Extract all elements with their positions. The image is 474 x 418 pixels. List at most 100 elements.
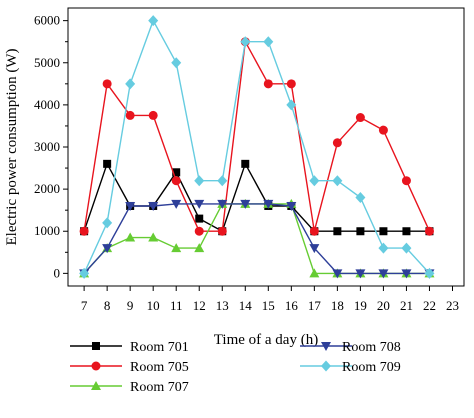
x-tick-label: 11 (170, 298, 183, 313)
data-point-room-709 (79, 267, 90, 279)
y-axis-title: Electric power consumption (W) (4, 48, 20, 245)
data-point-room-705 (309, 226, 319, 236)
legend-item-room-708: Room 708 (300, 340, 401, 355)
x-tick-label: 9 (127, 298, 134, 313)
data-point-room-705 (194, 226, 204, 236)
data-point-room-708 (171, 199, 182, 209)
data-point-room-705 (424, 226, 434, 236)
x-tick-label: 22 (423, 298, 436, 313)
x-tick-label: 7 (81, 298, 88, 313)
series-room-701 (80, 159, 434, 236)
legend-marker (91, 381, 101, 390)
data-point-room-701 (172, 168, 181, 177)
data-point-room-701 (195, 214, 204, 223)
data-point-room-701 (241, 159, 250, 168)
legend-label: Room 707 (130, 380, 189, 395)
data-point-room-709 (125, 78, 136, 90)
data-point-room-707 (309, 268, 320, 278)
data-point-room-709 (263, 36, 274, 48)
data-point-room-709 (355, 192, 366, 204)
plot-area (79, 15, 435, 279)
data-point-room-705 (355, 113, 365, 123)
legend: Room 701 Room 705 Room 707 Room 708 Room 709 (70, 340, 401, 395)
x-tick-label: 12 (193, 298, 206, 313)
data-point-room-708 (194, 199, 205, 209)
data-point-room-701 (356, 227, 365, 236)
data-point-room-705 (401, 176, 411, 186)
data-point-room-705 (148, 110, 158, 120)
data-point-room-708 (263, 199, 274, 209)
data-point-room-708 (401, 269, 412, 279)
legend-label: Room 709 (342, 360, 401, 375)
data-point-room-708 (378, 269, 389, 279)
data-point-room-708 (286, 201, 297, 211)
series-line-room-705 (83, 39, 431, 232)
data-point-room-705 (332, 138, 342, 148)
data-point-room-709 (378, 242, 389, 254)
legend-label: Room 705 (130, 360, 189, 375)
x-tick-label: 13 (216, 298, 229, 313)
data-point-room-709 (148, 15, 159, 27)
data-point-room-707 (125, 232, 136, 242)
legend-marker (321, 360, 331, 372)
data-point-room-709 (309, 175, 320, 187)
data-point-room-708 (125, 201, 136, 211)
data-point-room-705 (217, 226, 227, 236)
data-point-room-705 (171, 176, 181, 186)
x-tick-label: 15 (262, 298, 275, 313)
data-point-room-707 (171, 243, 182, 253)
data-point-room-709 (171, 57, 182, 69)
data-point-room-709 (194, 175, 205, 187)
data-point-room-708 (355, 269, 366, 279)
y-tick-label: 5000 (34, 55, 60, 70)
axes: 0 1000 2000 3000 4000 5000 6000 7 8 9 10 11 12 13 14 15… (34, 7, 465, 313)
data-point-room-705 (79, 226, 89, 236)
data-point-room-701 (379, 227, 388, 236)
y-tick-label: 0 (54, 265, 61, 280)
data-point-room-708 (148, 201, 159, 211)
series-line-room-709 (83, 18, 431, 274)
data-point-room-705 (263, 79, 273, 89)
data-point-room-707 (194, 243, 205, 253)
legend-label: Room 708 (342, 340, 401, 355)
data-point-room-705 (125, 110, 135, 120)
data-point-room-705 (286, 79, 296, 89)
plot-frame (67, 7, 465, 287)
data-point-room-709 (217, 175, 228, 187)
x-axis-title: Time of a day (h) (214, 332, 318, 348)
series-room-707 (79, 198, 435, 278)
y-tick-label: 6000 (34, 13, 60, 28)
data-point-room-708 (240, 199, 251, 209)
y-tick-label: 2000 (34, 181, 60, 196)
legend-item-room-707: Room 707 (70, 380, 189, 395)
legend-marker (92, 342, 100, 350)
series-room-708 (79, 199, 435, 279)
data-point-room-709 (401, 242, 412, 254)
data-point-room-709 (424, 267, 435, 279)
data-point-room-701 (103, 159, 112, 168)
data-point-room-708 (217, 199, 228, 209)
x-tick-label: 14 (239, 298, 253, 313)
data-point-room-709 (332, 175, 343, 187)
x-tick-label: 18 (331, 298, 344, 313)
data-point-room-708 (102, 244, 113, 254)
x-tick-label: 21 (400, 298, 413, 313)
legend-label: Room 701 (130, 340, 189, 355)
y-tick-label: 3000 (34, 139, 60, 154)
series-line-room-708 (83, 203, 430, 275)
series-line-room-701 (83, 162, 430, 233)
y-tick-label: 4000 (34, 97, 60, 112)
legend-marker (321, 342, 331, 351)
data-point-room-709 (240, 36, 251, 48)
y-tick-label: 1000 (34, 223, 60, 238)
x-tick-label: 16 (285, 298, 299, 313)
legend-item-room-701: Room 701 (70, 340, 189, 355)
data-point-room-705 (378, 125, 388, 135)
series-room-709 (79, 15, 435, 279)
data-point-room-701 (402, 227, 411, 236)
data-point-room-701 (333, 227, 342, 236)
data-point-room-709 (286, 99, 297, 111)
data-point-room-708 (332, 269, 343, 279)
x-tick-label: 23 (446, 298, 459, 313)
